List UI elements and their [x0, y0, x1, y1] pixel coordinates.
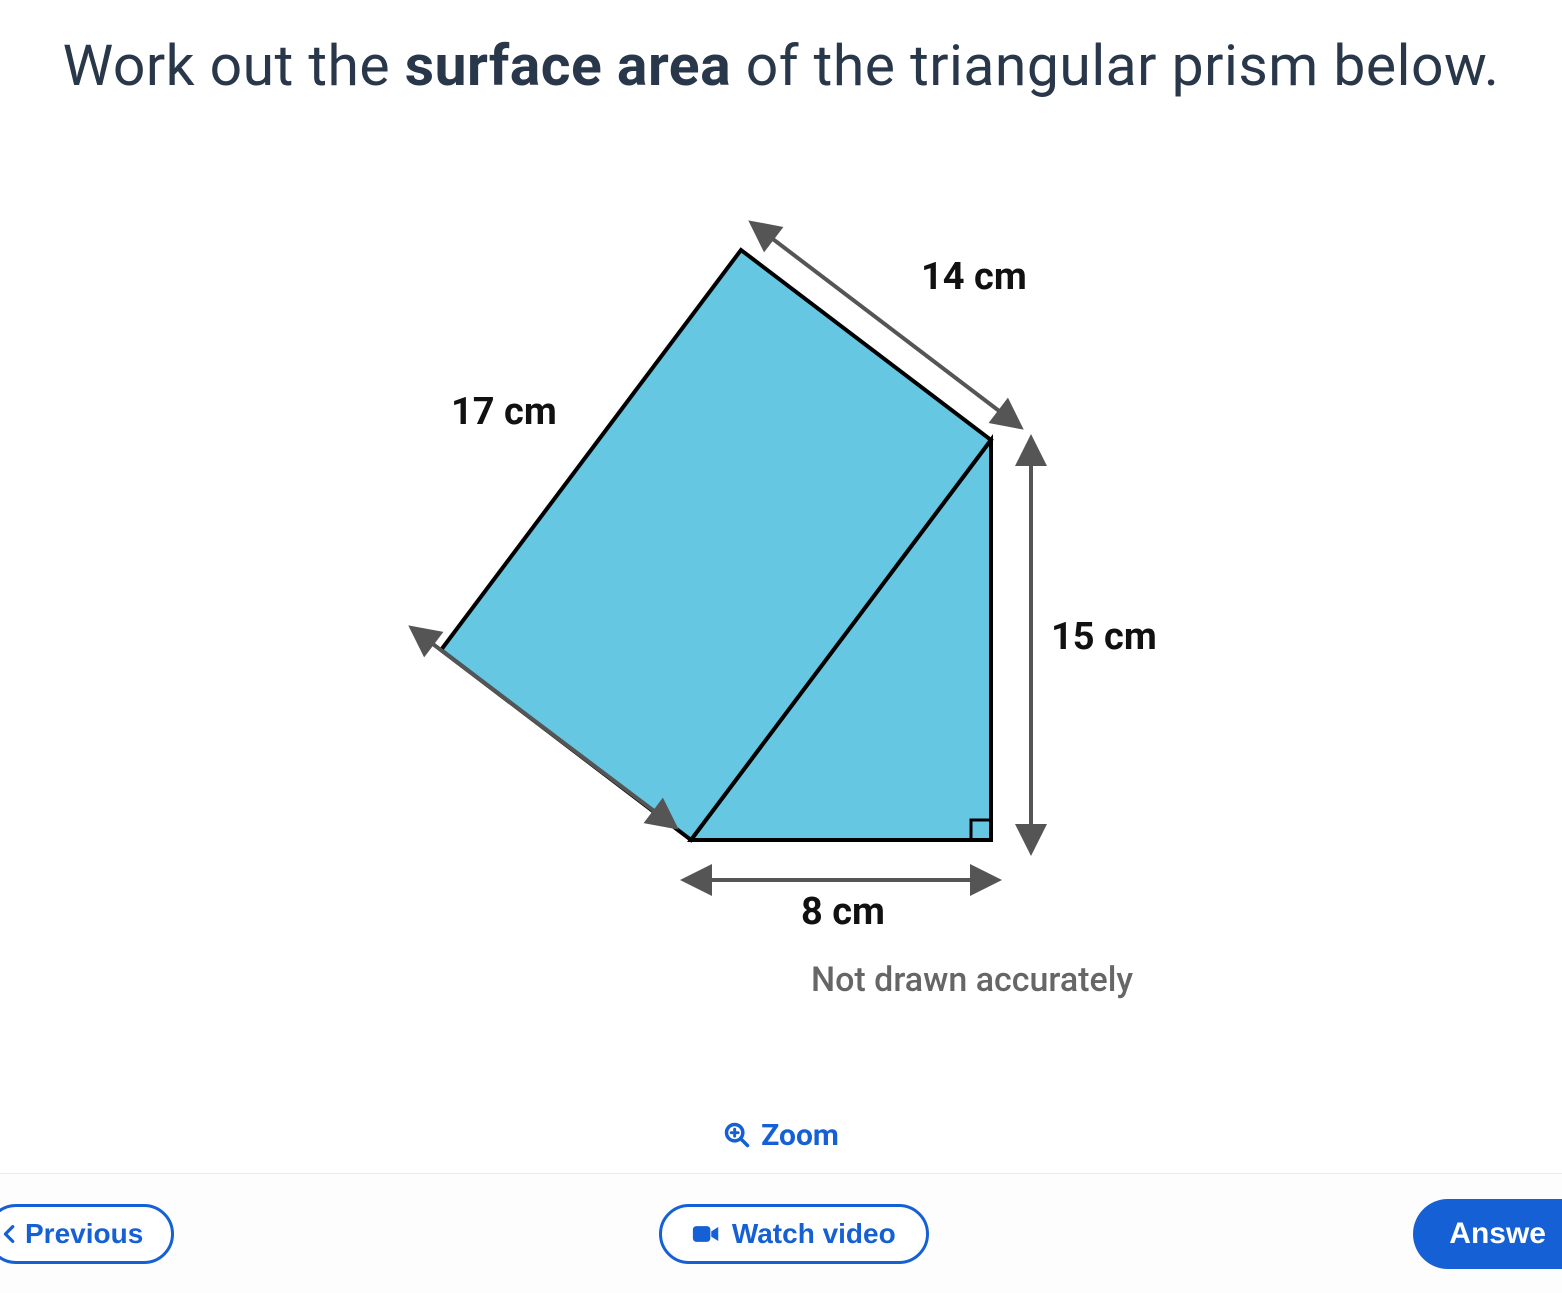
previous-button[interactable]: Previous [0, 1204, 174, 1264]
prism-diagram: 17 cm 14 cm 15 cm 8 cm Not drawn accurat… [331, 200, 1231, 950]
zoom-label: Zoom [761, 1118, 839, 1153]
bottom-bar: Previous Watch video Answe [0, 1173, 1562, 1293]
answer-label: Answe [1449, 1217, 1546, 1250]
question-text: Work out the surface area of the triangu… [0, 0, 1562, 101]
zoom-button[interactable]: Zoom [723, 1118, 839, 1153]
prism-svg [331, 200, 1231, 950]
question-suffix: of the triangular prism below. [731, 32, 1499, 99]
question-prefix: Work out the [63, 32, 405, 99]
previous-label: Previous [25, 1218, 143, 1250]
label-hypotenuse: 14 cm [921, 255, 1027, 299]
zoom-row: Zoom [0, 1118, 1562, 1154]
label-height: 15 cm [1051, 615, 1157, 659]
label-depth: 17 cm [451, 390, 557, 434]
zoom-in-icon [723, 1121, 751, 1149]
chevron-left-icon [0, 1223, 21, 1245]
diagram-container: 17 cm 14 cm 15 cm 8 cm Not drawn accurat… [0, 200, 1562, 950]
answer-button[interactable]: Answe [1413, 1199, 1562, 1269]
not-accurate-note: Not drawn accurately [811, 960, 1133, 1000]
question-bold: surface area [405, 32, 731, 99]
watch-video-label: Watch video [732, 1218, 896, 1250]
label-base: 8 cm [801, 890, 885, 934]
watch-video-button[interactable]: Watch video [659, 1204, 929, 1264]
video-icon [692, 1223, 720, 1245]
